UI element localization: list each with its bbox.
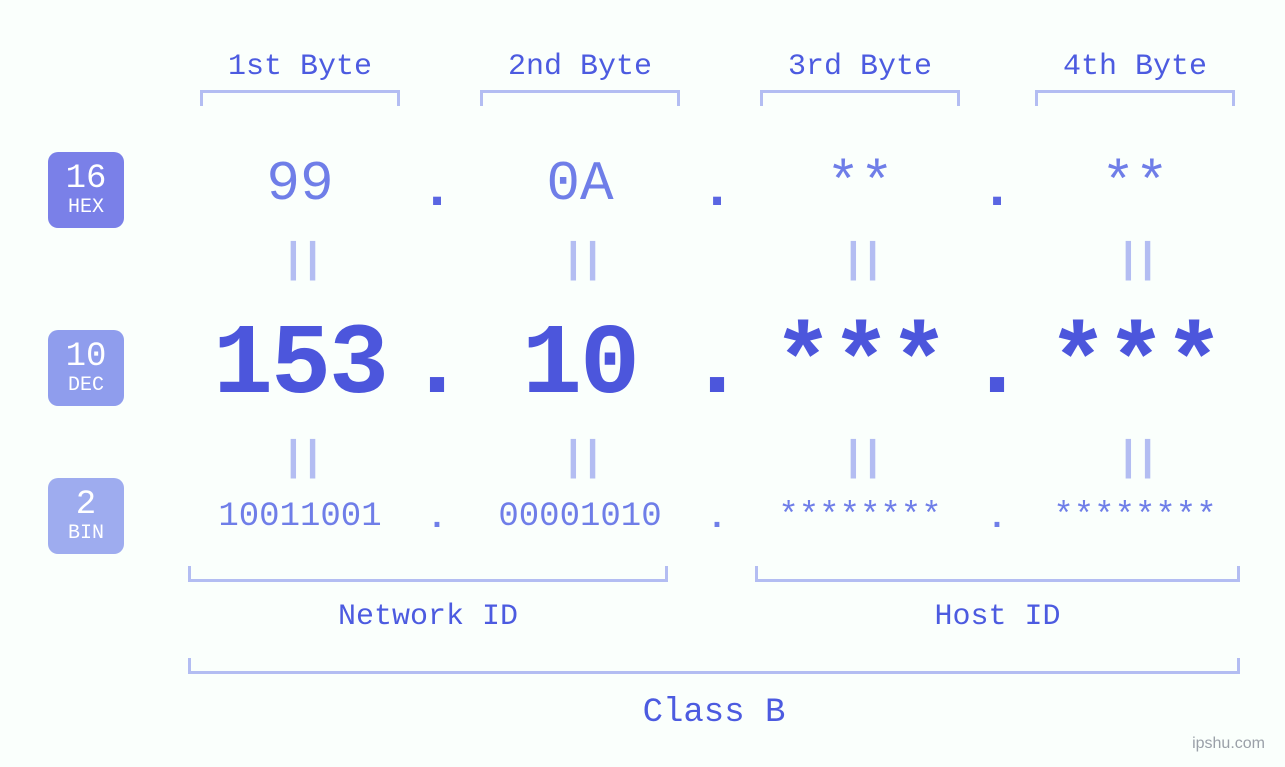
ip-diagram: 16 HEX 10 DEC 2 BIN 1st Byte 2nd Byte 3r… <box>0 0 1285 767</box>
byte-label-1: 1st Byte <box>200 50 400 84</box>
badge-bin: 2 BIN <box>48 478 124 554</box>
hex-val-1: 99 <box>200 152 400 216</box>
eq-2-4: || <box>1115 434 1155 482</box>
hex-dot-2: . <box>697 158 737 222</box>
bin-dot-1: . <box>421 500 453 538</box>
class-label: Class B <box>188 694 1240 732</box>
eq-1-2: || <box>560 236 600 284</box>
byte-label-3: 3rd Byte <box>760 50 960 84</box>
dec-dot-1: . <box>407 310 467 423</box>
hex-val-2: 0A <box>480 152 680 216</box>
eq-1-3: || <box>840 236 880 284</box>
class-bracket <box>188 658 1240 674</box>
badge-dec-lbl: DEC <box>68 376 104 396</box>
byte-label-2: 2nd Byte <box>480 50 680 84</box>
byte-bracket-1 <box>200 90 400 106</box>
badge-bin-num: 2 <box>76 488 96 522</box>
eq-1-1: || <box>280 236 320 284</box>
dec-val-4: *** <box>1005 310 1265 423</box>
byte-label-4: 4th Byte <box>1035 50 1235 84</box>
hex-val-3: ** <box>760 152 960 216</box>
bin-val-4: ******** <box>1010 498 1260 536</box>
badge-dec: 10 DEC <box>48 330 124 406</box>
watermark: ipshu.com <box>1192 735 1265 753</box>
network-id-label: Network ID <box>188 600 668 634</box>
badge-bin-lbl: BIN <box>68 524 104 544</box>
dec-dot-3: . <box>967 310 1027 423</box>
hex-dot-3: . <box>977 158 1017 222</box>
network-id-bracket <box>188 566 668 582</box>
bin-val-3: ******** <box>735 498 985 536</box>
badge-dec-num: 10 <box>66 340 107 374</box>
eq-2-1: || <box>280 434 320 482</box>
eq-1-4: || <box>1115 236 1155 284</box>
badge-hex-lbl: HEX <box>68 198 104 218</box>
dec-dot-2: . <box>687 310 747 423</box>
bin-dot-3: . <box>981 500 1013 538</box>
dec-val-3: *** <box>730 310 990 423</box>
hex-dot-1: . <box>417 158 457 222</box>
bin-val-2: 00001010 <box>455 498 705 536</box>
dec-val-2: 10 <box>450 310 710 423</box>
eq-2-3: || <box>840 434 880 482</box>
byte-bracket-3 <box>760 90 960 106</box>
hex-val-4: ** <box>1035 152 1235 216</box>
eq-2-2: || <box>560 434 600 482</box>
bin-dot-2: . <box>701 500 733 538</box>
badge-hex-num: 16 <box>66 162 107 196</box>
dec-val-1: 153 <box>170 310 430 423</box>
bin-val-1: 10011001 <box>175 498 425 536</box>
byte-bracket-2 <box>480 90 680 106</box>
byte-bracket-4 <box>1035 90 1235 106</box>
host-id-bracket <box>755 566 1240 582</box>
host-id-label: Host ID <box>755 600 1240 634</box>
badge-hex: 16 HEX <box>48 152 124 228</box>
